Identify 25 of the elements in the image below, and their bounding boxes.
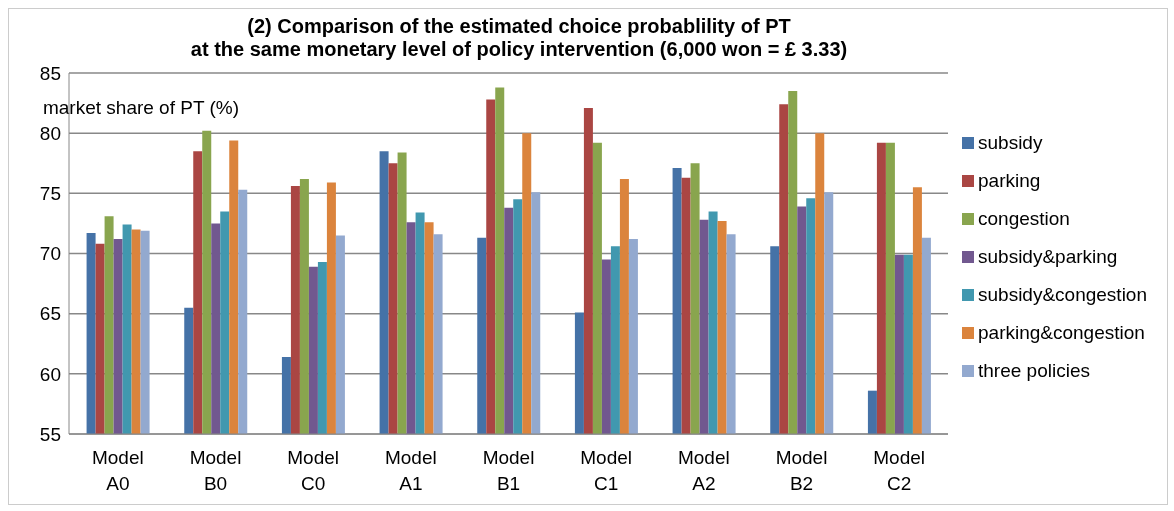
legend-label: subsidy: [978, 131, 1043, 153]
y-tick-label: 55: [39, 423, 61, 445]
y-tick-label: 65: [39, 303, 61, 325]
legend-label: parking&congestion: [978, 321, 1145, 343]
x-tick-label: Model B2: [775, 447, 828, 494]
x-tick-label: Model C1: [580, 447, 633, 494]
legend-label: subsidy&parking: [978, 245, 1118, 267]
x-tick-label: Model A2: [677, 447, 730, 494]
legend-label: congestion: [978, 207, 1070, 229]
y-tick-label: 80: [39, 122, 61, 144]
x-tick-label: Model C0: [287, 447, 340, 494]
y-axis-title: market share of PT (%): [41, 96, 240, 120]
legend-label: subsidy&congestion: [978, 283, 1147, 305]
legend-label: parking: [978, 169, 1041, 191]
chart-title: (2) Comparison of the estimated choice probablility of PT at the same monetary level of policy intervention (6,000 won = £ 3.33): [189, 15, 849, 61]
y-tick-label: 60: [39, 363, 61, 385]
y-tick-label: 75: [39, 183, 61, 205]
x-tick-label: Model B1: [482, 447, 535, 494]
y-tick-label: 85: [39, 62, 61, 84]
x-tick-label: Model A1: [384, 447, 437, 494]
x-tick-label: Model B0: [189, 447, 242, 494]
y-tick-label: 70: [39, 243, 61, 265]
x-tick-label: Model C2: [873, 447, 926, 494]
legend-label: three policies: [978, 359, 1090, 381]
x-tick-label: Model A0: [91, 447, 144, 494]
